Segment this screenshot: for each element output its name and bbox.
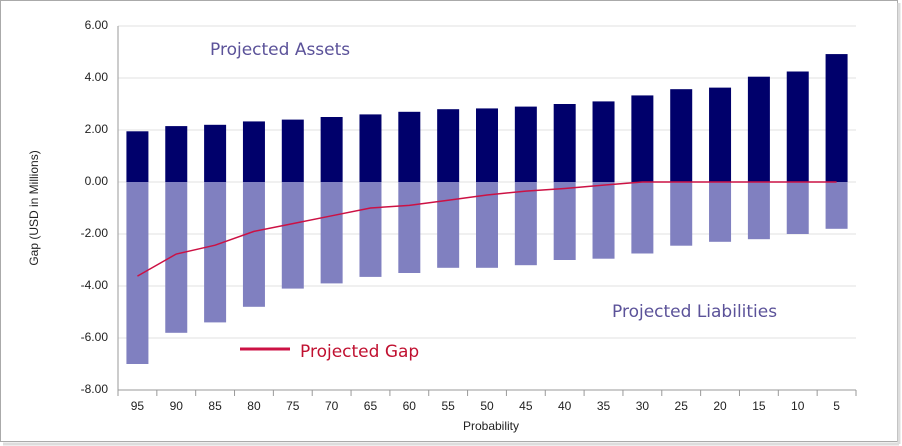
series-label: Projected Liabilities xyxy=(612,302,777,322)
y-tick-label: -6.00 xyxy=(81,330,109,344)
bar xyxy=(709,87,732,182)
bar xyxy=(786,182,809,234)
x-axis-label: Probability xyxy=(463,419,519,433)
bar xyxy=(592,101,615,182)
series-label: Projected Assets xyxy=(210,40,350,60)
x-tick-label: 90 xyxy=(170,399,184,413)
bar xyxy=(165,126,188,182)
x-tick-label: 20 xyxy=(713,399,727,413)
bar xyxy=(476,182,498,268)
y-tick-label: -2.00 xyxy=(81,226,109,240)
bar xyxy=(320,117,343,182)
x-tick-label: 60 xyxy=(403,399,417,413)
x-tick-label: 35 xyxy=(597,399,611,413)
bar xyxy=(631,95,654,182)
bar xyxy=(592,182,615,259)
x-tick-label: 10 xyxy=(791,399,805,413)
bar xyxy=(709,182,732,242)
x-tick-label: 65 xyxy=(364,399,378,413)
x-tick-label: 55 xyxy=(441,399,455,413)
bar xyxy=(204,182,227,323)
x-tick-label: 25 xyxy=(675,399,689,413)
x-tick-label: 95 xyxy=(131,399,145,413)
bar xyxy=(670,89,693,182)
bar xyxy=(476,108,498,182)
bar xyxy=(398,182,421,273)
y-tick-label: 4.00 xyxy=(85,70,109,84)
bar xyxy=(437,182,460,268)
bar xyxy=(320,182,343,284)
x-tick-label: 75 xyxy=(286,399,300,413)
bar xyxy=(553,104,576,182)
x-tick-label: 30 xyxy=(636,399,650,413)
bar xyxy=(165,182,188,333)
bar xyxy=(126,182,149,364)
bar xyxy=(437,109,460,182)
x-tick-label: 50 xyxy=(480,399,494,413)
bar xyxy=(398,111,421,182)
x-tick-label: 80 xyxy=(247,399,261,413)
bar xyxy=(242,182,265,307)
y-tick-label: 0.00 xyxy=(85,174,109,188)
bar xyxy=(281,182,304,289)
y-tick-label: 2.00 xyxy=(85,122,109,136)
series-label: Projected Gap xyxy=(300,342,419,362)
bar xyxy=(514,106,537,182)
x-tick-label: 40 xyxy=(558,399,572,413)
bar xyxy=(359,114,382,182)
bar xyxy=(514,182,537,266)
x-tick-label: 85 xyxy=(208,399,222,413)
bar xyxy=(747,76,770,182)
bar xyxy=(359,182,382,277)
x-tick-label: 70 xyxy=(325,399,339,413)
bar xyxy=(786,71,809,182)
x-tick-label: 45 xyxy=(519,399,533,413)
bar xyxy=(204,124,227,182)
y-axis-label: Gap (USD in Millions) xyxy=(27,150,41,265)
bar xyxy=(281,119,304,182)
bar xyxy=(825,182,848,229)
bar xyxy=(631,182,654,254)
bar xyxy=(747,182,770,240)
bar xyxy=(553,182,576,260)
x-tick-label: 5 xyxy=(833,399,840,413)
bar xyxy=(825,54,848,182)
y-tick-label: 6.00 xyxy=(85,18,109,32)
bar xyxy=(670,182,693,246)
gap-line xyxy=(137,181,837,277)
bar xyxy=(126,131,149,182)
bar xyxy=(242,121,265,182)
x-tick-label: 15 xyxy=(752,399,766,413)
y-tick-label: -8.00 xyxy=(81,382,109,396)
y-tick-label: -4.00 xyxy=(81,278,109,292)
